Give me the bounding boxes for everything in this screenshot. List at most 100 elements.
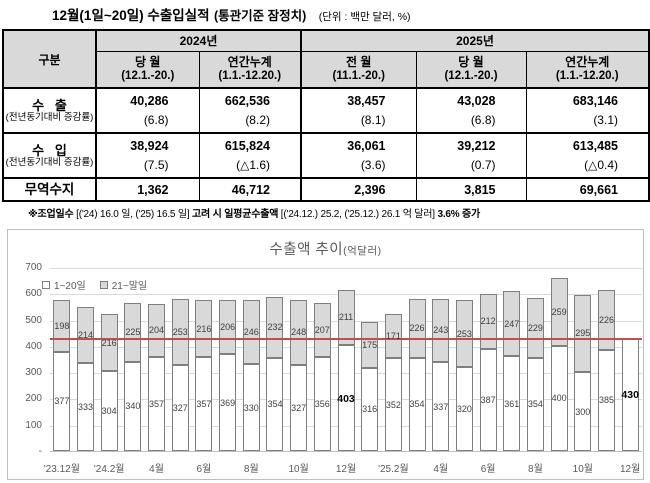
bar-segment-1-20 xyxy=(526,357,544,451)
bar-segment-21-end xyxy=(597,290,615,350)
bar-value-label: 330 xyxy=(243,402,259,413)
bar-value-label: 337 xyxy=(433,401,449,412)
bar-segment-1-20 xyxy=(574,372,592,451)
bar-segment-1-20 xyxy=(361,367,379,451)
corner-header: 구분 xyxy=(2,29,97,89)
bar-value-label: 295 xyxy=(575,328,591,339)
bar-value-label: 340 xyxy=(125,401,141,412)
x-axis-label: '23.12월 xyxy=(43,464,80,475)
bar-segment-21-end xyxy=(574,294,592,373)
bar-segment-21-end xyxy=(526,297,544,358)
row-label-trade-balance: 무역수지 xyxy=(2,177,97,202)
y-axis-label: 600 xyxy=(25,288,42,300)
trade-summary-table: 구분 2024년 2025년 당 월 (12.1.-20.) 연간누계 (1.1.-… xyxy=(2,29,650,202)
chart-title: 수출액 추이(억달러) xyxy=(269,242,382,258)
y-axis-label: - xyxy=(38,446,42,457)
bar-value-label: 385 xyxy=(598,395,614,406)
bar-segment-21-end xyxy=(195,300,213,358)
bar-value-label: 206 xyxy=(220,321,236,332)
bar-value-label: 304 xyxy=(101,406,117,417)
value-cell: 1,362 xyxy=(95,177,200,202)
bar-value-label: 253 xyxy=(456,328,472,339)
bar-segment-1-20 xyxy=(337,345,355,451)
y-axis: - 100 200 300 400 500 600 700 xyxy=(8,262,45,457)
bar-segment-1-20 xyxy=(77,363,95,451)
row-label-imports: 수 입 (전년동기대비 증감률) xyxy=(2,132,97,179)
bar-value-label: 354 xyxy=(409,399,425,410)
col-header-2025-prev: 전 월 (11.1.-20.) xyxy=(300,50,417,89)
bar-value-label: 403 xyxy=(337,393,355,406)
bar-value-label: 354 xyxy=(527,399,543,410)
bar-value-label: 320 xyxy=(456,403,472,414)
bar-value-label: 175 xyxy=(362,339,378,350)
bar-segment-21-end xyxy=(455,300,473,367)
value-cell: 662,536 (8.2) xyxy=(198,87,302,134)
chart-title-unit: (억달러) xyxy=(343,245,382,257)
x-axis-label: '24.2월 xyxy=(93,464,125,475)
bar-value-label: 204 xyxy=(149,325,165,336)
bar-value-label: 226 xyxy=(409,323,425,334)
bar-value-label: 354 xyxy=(267,399,283,410)
y-axis-label: 100 xyxy=(25,419,42,431)
reference-line xyxy=(50,337,642,340)
footnote: ※조업일수 [('24) 16.0 일, ('25) 16.5 일] 고려 시 … xyxy=(28,209,481,220)
bar-value-label: 300 xyxy=(575,406,591,417)
bar-segment-1-20 xyxy=(148,357,166,451)
bar-value-label: 171 xyxy=(385,331,401,341)
x-axis-label: 4월 xyxy=(433,464,449,475)
bar-value-label: 369 xyxy=(220,397,236,408)
document-title: 12월(1일~20일) 수출입실적 (통관기준 잠정치) (단위 : 백만 달러… xyxy=(52,4,411,25)
value-cell: 3,815 xyxy=(415,177,527,202)
bar-segment-1-20 xyxy=(195,357,213,451)
bar-value-label: 377 xyxy=(54,396,70,407)
bar-value-label: 316 xyxy=(362,404,378,415)
bar-value-label: 246 xyxy=(243,326,259,337)
value-cell: 46,712 xyxy=(198,177,302,202)
bar-segment-1-20 xyxy=(597,349,615,451)
bar-segment-21-end xyxy=(432,298,450,363)
y-axis-label: 300 xyxy=(25,367,42,379)
bar-value-label: 226 xyxy=(598,315,614,326)
bar-segment-21-end xyxy=(219,299,237,355)
x-axis-label: 8월 xyxy=(528,464,543,475)
bar-value-label: 243 xyxy=(433,325,449,336)
legend-label: 1~20일 xyxy=(54,281,86,292)
row-label-exports: 수 출 (전년동기대비 증감률) xyxy=(2,87,97,134)
legend-item-1-20: 1~20일 xyxy=(42,277,86,292)
value-cell: 36,061 (3.6) xyxy=(300,132,417,179)
bar-segment-21-end xyxy=(361,321,379,368)
bar-segment-21-end xyxy=(408,298,426,358)
bar-segment-21-end xyxy=(148,303,166,358)
title-unit: (단위 : 백만 달러, %) xyxy=(318,11,411,23)
bar-value-label: 248 xyxy=(291,327,307,338)
bar-segment-1-20 xyxy=(313,357,331,451)
x-axis-label: 12월 xyxy=(335,464,357,475)
y-axis-label: 200 xyxy=(25,393,42,405)
bar-value-label: 333 xyxy=(78,402,94,413)
title-paren: (통관기준 잠정치) xyxy=(213,9,307,23)
bar-segment-1-20 xyxy=(455,366,473,451)
bar-segment-21-end xyxy=(479,293,497,350)
bar-segment-1-20 xyxy=(124,361,142,451)
value-cell: 615,824 (△1.6) xyxy=(198,132,302,179)
y-axis-label: 700 xyxy=(25,262,42,273)
value-cell: 39,212 (0.7) xyxy=(415,132,527,179)
x-axis-label: 8월 xyxy=(243,464,259,475)
col-header-2025-ytd: 연간누계 (1.1.-12.20.) xyxy=(525,50,650,89)
bar-segment-1-20 xyxy=(503,356,521,451)
col-header-2025-month: 당 월 (12.1.-20.) xyxy=(415,50,527,89)
x-axis-label: 4월 xyxy=(149,464,164,475)
bar-segment-21-end xyxy=(100,314,118,372)
bar-segment-1-20 xyxy=(550,345,568,451)
plot-area: 1~20일 21~말일 377 198 333 214 304 216 340 225 357 2… xyxy=(42,268,642,452)
bar-segment-21-end xyxy=(242,299,260,365)
col-header-2024-ytd: 연간누계 (1.1.-12.20.) xyxy=(198,50,302,89)
bar-segment-21-end xyxy=(337,289,355,346)
bar-segment-1-20 xyxy=(53,351,71,451)
col-header-2024-month: 당 월 (12.1.-20.) xyxy=(95,50,200,89)
bar-value-label: 361 xyxy=(504,398,520,409)
x-axis-label: 6월 xyxy=(480,464,496,475)
bar-value-label: 216 xyxy=(196,323,212,334)
bar-value-label: 387 xyxy=(480,395,496,406)
